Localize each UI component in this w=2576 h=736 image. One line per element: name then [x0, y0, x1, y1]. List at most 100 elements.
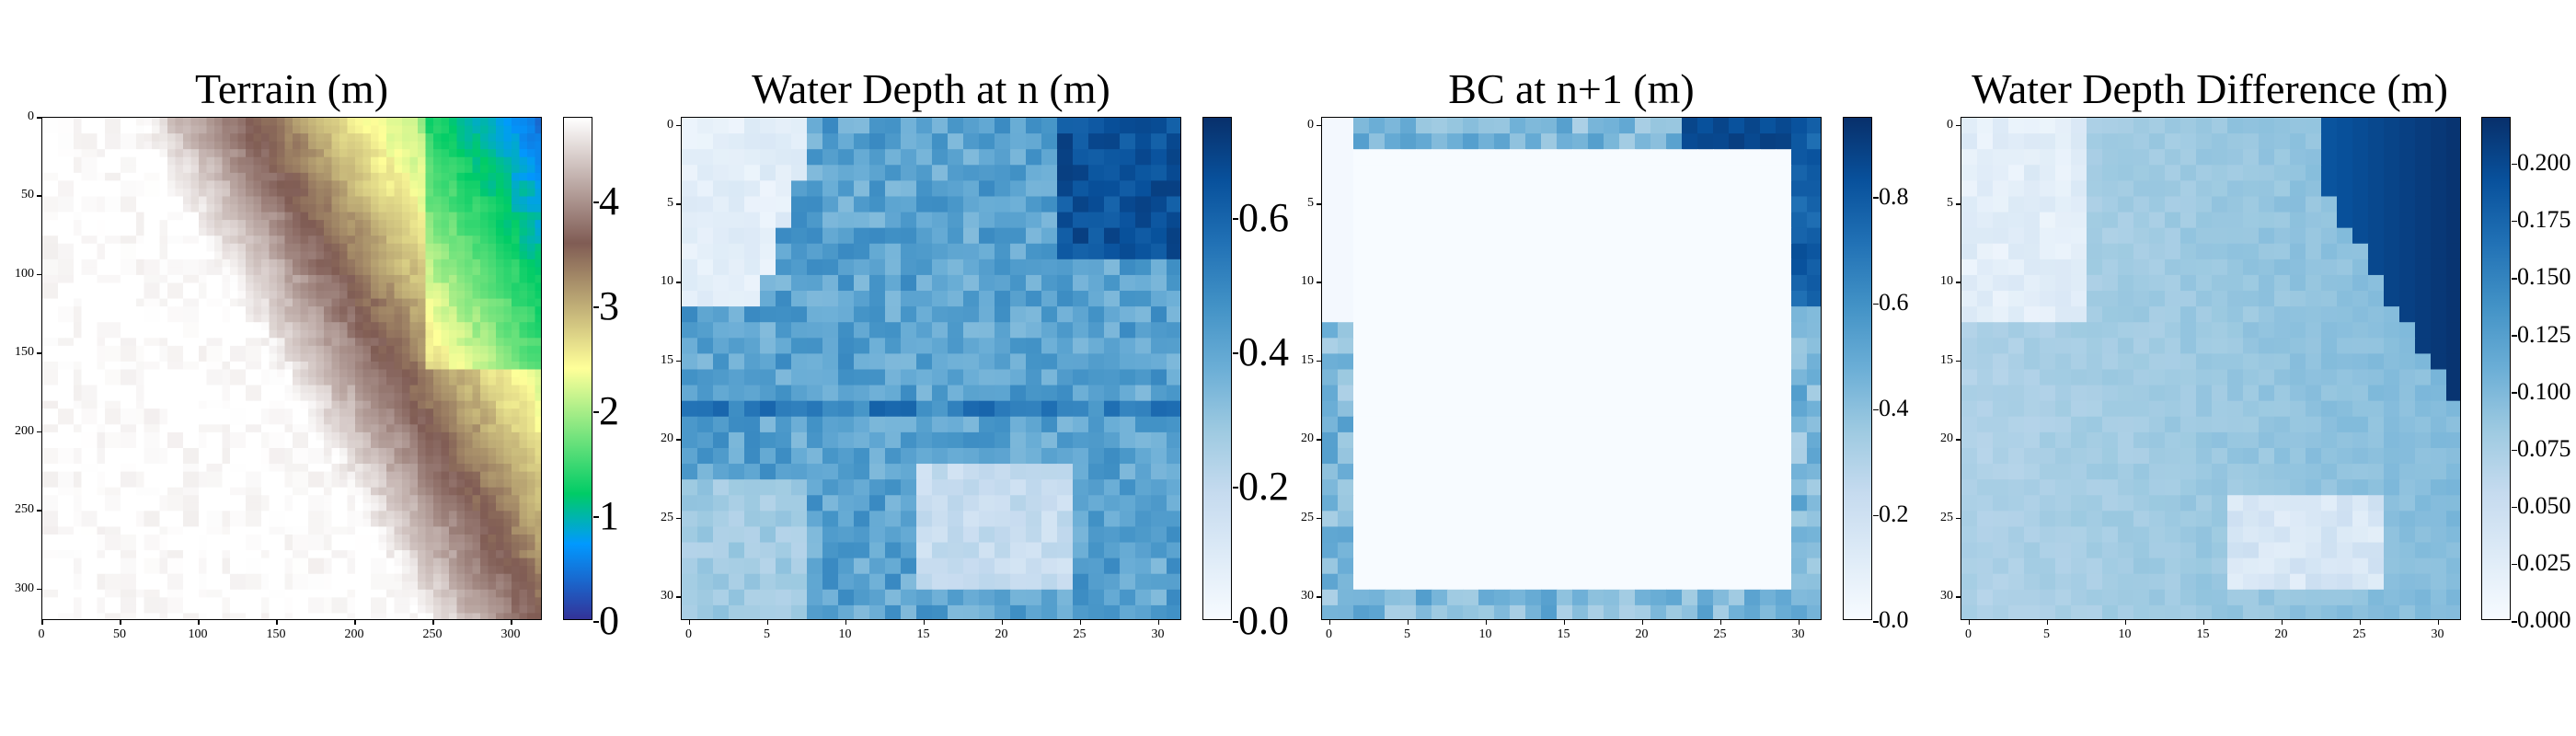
heatmap-cell	[293, 172, 302, 181]
heatmap-cell	[112, 282, 121, 292]
heatmap-cell	[449, 447, 458, 457]
heatmap-cell	[167, 542, 177, 551]
heatmap-cell	[409, 534, 419, 544]
heatmap-cell	[339, 172, 349, 181]
heatmap-cell	[433, 604, 443, 615]
heatmap-cell	[480, 534, 489, 544]
heatmap-cell	[838, 322, 855, 339]
heatmap-cell	[378, 306, 387, 316]
heatmap-cell	[948, 338, 964, 354]
heatmap-cell	[402, 212, 411, 221]
y-tick-mark	[37, 273, 41, 276]
heatmap-cell	[527, 597, 536, 606]
heatmap-cell	[199, 440, 208, 449]
heatmap-cell	[293, 156, 302, 166]
heatmap-cell	[527, 495, 536, 504]
heatmap-cell	[128, 479, 137, 489]
heatmap-cell	[128, 267, 137, 276]
heatmap-cell	[214, 180, 224, 190]
heatmap-cell	[261, 243, 270, 252]
heatmap-cell	[331, 487, 340, 496]
heatmap-cell	[1120, 118, 1136, 134]
heatmap-cell	[456, 236, 466, 245]
heatmap-cell	[472, 534, 481, 544]
heatmap-cell	[512, 534, 521, 544]
heatmap-cell	[418, 455, 427, 465]
heatmap-cell	[152, 464, 161, 473]
heatmap-cell	[1151, 243, 1167, 260]
heatmap-cell	[465, 291, 474, 300]
heatmap-cell	[697, 385, 714, 402]
heatmap-cell	[480, 251, 489, 260]
heatmap-cell	[144, 236, 153, 245]
heatmap-cell	[480, 440, 489, 449]
heatmap-cell	[519, 243, 528, 252]
heatmap-cell	[175, 243, 184, 252]
heatmap-cell	[527, 322, 536, 331]
heatmap-cell	[269, 495, 278, 504]
heatmap-cell	[65, 447, 75, 457]
heatmap-cell	[519, 526, 528, 535]
heatmap-cell	[355, 243, 364, 252]
heatmap-cell	[697, 369, 714, 386]
heatmap-cell	[112, 464, 121, 473]
heatmap-cell	[89, 338, 98, 347]
heatmap-cell	[316, 180, 325, 190]
heatmap-cell	[449, 440, 458, 449]
heatmap-cell	[237, 526, 247, 535]
heatmap-cell	[854, 149, 870, 166]
heatmap-cell	[535, 298, 541, 307]
heatmap-cell	[425, 149, 434, 158]
heatmap-cell	[65, 291, 75, 300]
heatmap-cell	[175, 526, 184, 535]
heatmap-cell	[355, 212, 364, 221]
heatmap-cell	[472, 369, 481, 378]
heatmap-cell	[527, 558, 536, 567]
heatmap-cell	[144, 479, 153, 489]
heatmap-cell	[246, 141, 255, 150]
heatmap-cell	[112, 416, 121, 425]
heatmap-cell	[449, 345, 458, 355]
heatmap-cell	[347, 243, 356, 252]
heatmap-cell	[269, 416, 278, 425]
heatmap-cell	[386, 329, 396, 339]
heatmap-cell	[465, 385, 474, 394]
heatmap-cell	[519, 542, 528, 551]
heatmap-cell	[144, 369, 153, 378]
heatmap-cell	[409, 431, 419, 442]
heatmap-cell	[81, 566, 90, 575]
heatmap-cell	[355, 534, 364, 544]
heatmap-cell	[42, 188, 52, 198]
heatmap-cell	[371, 455, 380, 465]
heatmap-cell	[261, 172, 270, 181]
heatmap-cell	[128, 613, 137, 619]
heatmap-cell	[324, 243, 333, 252]
heatmap-cell	[175, 550, 184, 559]
heatmap-cell	[105, 526, 114, 535]
heatmap-cell	[308, 314, 317, 323]
heatmap-cell	[512, 487, 521, 496]
heatmap-cell	[409, 495, 419, 504]
heatmap-cell	[42, 518, 52, 528]
heatmap-cell	[300, 156, 309, 166]
heatmap-cell	[519, 431, 528, 442]
heatmap-cell	[916, 165, 933, 181]
heatmap-cell	[472, 274, 481, 284]
heatmap-cell	[230, 133, 239, 143]
heatmap-cell	[112, 502, 121, 512]
heatmap-cell	[222, 149, 231, 158]
heatmap-cell	[378, 573, 387, 582]
heatmap-cell	[159, 589, 168, 598]
heatmap-cell	[418, 282, 427, 292]
heatmap-cell	[97, 204, 106, 213]
heatmap-cell	[512, 188, 521, 198]
heatmap-cell	[480, 542, 489, 551]
heatmap-cell	[237, 353, 247, 362]
heatmap-cell	[190, 165, 200, 174]
heatmap-cell	[1057, 526, 1074, 544]
heatmap-cell	[246, 589, 255, 598]
heatmap-cell	[822, 385, 839, 402]
heatmap-cell	[409, 471, 419, 480]
heatmap-cell	[42, 534, 52, 544]
heatmap-cell	[175, 180, 184, 190]
